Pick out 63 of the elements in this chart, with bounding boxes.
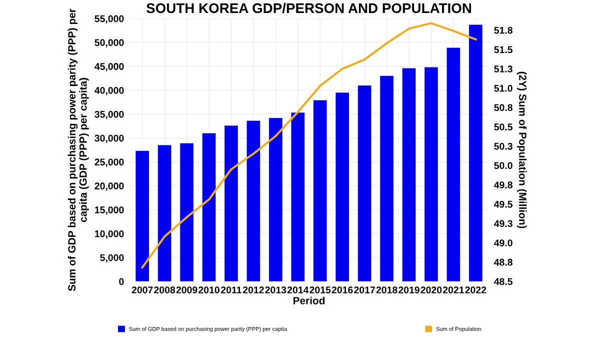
y2-tick-label: 51.3 xyxy=(494,66,512,72)
y-tick-label: 35,000 xyxy=(94,110,124,120)
y-tick-label: 55,000 xyxy=(94,15,124,24)
y2-tick-label: 50.3 xyxy=(494,142,512,150)
bar xyxy=(402,68,416,282)
y2-tick-label: 50.8 xyxy=(494,104,512,112)
x-tick-label: 2019 xyxy=(398,286,420,294)
y2-axis-title: (2Y) Sum of Population (Million) xyxy=(516,72,527,228)
y2-tick-label: 50.5 xyxy=(494,124,513,130)
bar xyxy=(224,126,238,282)
bar xyxy=(313,100,327,282)
x-tick-label: 2020 xyxy=(420,286,442,294)
y-tick-label: 50,000 xyxy=(94,39,124,48)
y2-tick-label: 49.8 xyxy=(494,181,512,188)
y2-tick-label: 51.8 xyxy=(494,26,512,34)
bar xyxy=(424,67,438,282)
x-tick-label: 2012 xyxy=(242,286,264,294)
y-tick-label: 15,000 xyxy=(95,206,124,215)
y2-tick-label: 50.0 xyxy=(494,162,512,170)
y-tick-label: 0 xyxy=(119,278,124,286)
y-tick-label: 20,000 xyxy=(94,182,124,191)
x-tick-label: 2021 xyxy=(442,286,464,294)
x-tick-label: 2014 xyxy=(287,286,309,294)
y2-tick-label: 49.5 xyxy=(494,200,513,208)
x-tick-label: 2009 xyxy=(176,286,198,294)
bar xyxy=(246,120,260,282)
x-tick-label: 2022 xyxy=(465,286,486,294)
bar xyxy=(291,112,305,282)
x-tick-label: 2015 xyxy=(310,286,331,294)
x-tick-label: 2013 xyxy=(265,286,286,294)
y-tick-label: 30,000 xyxy=(94,134,124,144)
x-tick-label: 2007 xyxy=(132,286,153,294)
y2-tick-label: 51.5 xyxy=(494,46,513,54)
bar xyxy=(380,76,394,282)
x-tick-label: 2018 xyxy=(376,286,398,294)
x-tick-label: 2008 xyxy=(154,286,176,294)
bar xyxy=(469,24,482,282)
y-tick-label: 10,000 xyxy=(95,230,124,239)
y-tick-label: 45,000 xyxy=(94,63,124,72)
bar xyxy=(358,85,372,282)
chart-title: SOUTH KOREA GDP/PERSON AND POPULATION xyxy=(146,2,472,14)
y2-tick-label: 49.3 xyxy=(494,220,512,228)
line-series xyxy=(141,22,477,269)
bar xyxy=(202,133,216,282)
bar xyxy=(446,48,460,282)
y2-tick-label: 49.0 xyxy=(494,239,512,246)
bar xyxy=(269,118,282,282)
bar xyxy=(336,92,349,282)
x-tick-label: 2017 xyxy=(354,286,375,294)
x-tick-label: 2011 xyxy=(221,286,242,294)
x-axis-title: Period xyxy=(293,296,325,304)
x-tick-label: 2016 xyxy=(332,286,353,294)
bar xyxy=(158,145,172,282)
y-tick-label: 5,000 xyxy=(100,254,124,263)
bar xyxy=(180,143,194,282)
y2-tick-label: 48.5 xyxy=(494,278,513,286)
y-tick-label: 40,000 xyxy=(94,86,124,96)
y-axis-title: Sum of GDP based on purchasing power parity (PPP) per capita (GDP (PPP) per capita) xyxy=(68,8,89,292)
bar xyxy=(136,150,149,282)
x-tick-label: 2010 xyxy=(198,286,220,294)
y-tick-label: 25,000 xyxy=(94,158,124,167)
y2-tick-label: 48.8 xyxy=(494,258,512,266)
y2-tick-label: 51.0 xyxy=(494,84,512,92)
